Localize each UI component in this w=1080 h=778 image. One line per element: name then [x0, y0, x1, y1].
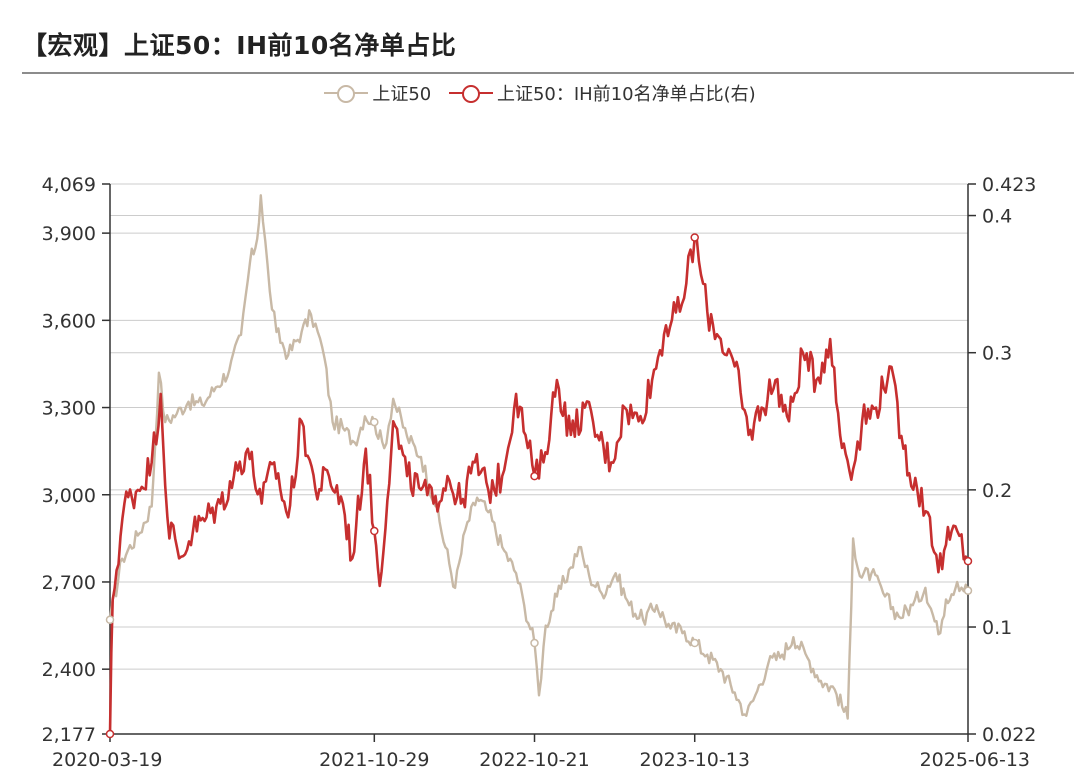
y-tick-label-right: 0.423 — [982, 174, 1036, 196]
y-tick-label-left: 3,900 — [42, 223, 96, 245]
y-tick-label-right: 0.1 — [982, 617, 1012, 639]
y-tick-label-right: 0.2 — [982, 480, 1012, 502]
marker-ih-ratio — [370, 526, 379, 536]
chart-title: 【宏观】上证50：IH前10名净单占比 — [22, 31, 457, 60]
gridlines — [110, 183, 968, 735]
y-tick-label-left: 2,700 — [42, 572, 96, 594]
y-tick-label-right: 0.022 — [982, 724, 1036, 746]
series-line-ih-ratio — [108, 236, 970, 735]
marker-sse50 — [963, 586, 973, 595]
x-tick-label: 2025-06-13 — [920, 749, 1030, 771]
marker-ih-ratio — [530, 471, 539, 481]
marker-sse50 — [690, 638, 699, 648]
x-tick-label: 2020-03-19 — [52, 749, 162, 771]
x-tick-label: 2023-10-13 — [640, 749, 750, 771]
y-tick-label-left: 3,000 — [42, 485, 96, 507]
y-tick-label-right: 0.3 — [982, 343, 1012, 365]
title-divider — [22, 72, 1074, 74]
marker-sse50 — [370, 417, 379, 427]
legend-marker-ih-ratio — [448, 83, 493, 103]
y-tick-label-left: 3,600 — [42, 310, 96, 332]
marker-ih-ratio — [963, 556, 973, 566]
y-tick-label-left: 4,069 — [42, 174, 96, 196]
legend-label-sse50: 上证50 — [372, 84, 432, 105]
y-tick-label-left: 2,177 — [42, 724, 96, 746]
x-tick-label: 2022-10-21 — [479, 749, 589, 771]
y-tick-label-left: 2,400 — [42, 659, 96, 681]
y-tick-label-right: 0.4 — [982, 206, 1012, 228]
y-tick-label-left: 3,300 — [42, 398, 96, 420]
marker-sse50 — [105, 615, 115, 625]
marker-sse50 — [530, 638, 539, 648]
legend-label-ih-ratio: 上证50：IH前10名净单占比(右) — [496, 84, 756, 105]
marker-ih-ratio — [105, 729, 115, 739]
series-line-sse50 — [108, 194, 970, 720]
legend-item-ih-ratio[interactable]: 上证50：IH前10名净单占比(右) — [448, 80, 756, 106]
x-tick-label: 2021-10-29 — [319, 749, 429, 771]
chart-legend: 上证50 上证50：IH前10名净单占比(右) — [0, 80, 1080, 106]
legend-item-sse50[interactable]: 上证50 — [324, 80, 431, 106]
marker-ih-ratio — [690, 233, 699, 242]
legend-marker-sse50 — [324, 83, 369, 103]
